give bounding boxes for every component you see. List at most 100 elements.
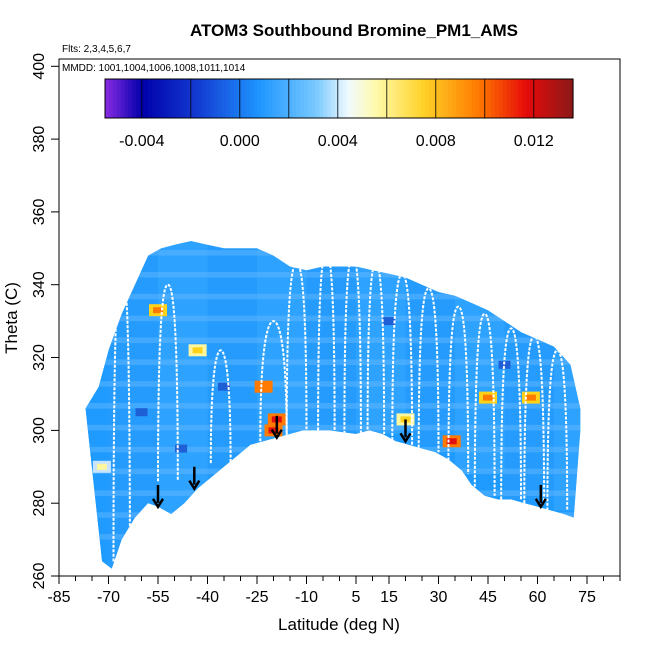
colorbar-segment bbox=[498, 79, 504, 118]
colorbar-segment bbox=[190, 79, 196, 118]
colorbar-segment bbox=[444, 79, 449, 118]
colorbar-tick-label: 0.000 bbox=[220, 133, 260, 150]
colorbar-segment bbox=[128, 79, 133, 118]
colorbar-segment bbox=[159, 79, 165, 118]
heatmap-row-band bbox=[85, 403, 581, 409]
colorbar-segment bbox=[545, 79, 551, 118]
heatmap-cell-low bbox=[175, 444, 188, 453]
x-tick-label: -85 bbox=[47, 589, 70, 606]
flight-profile-line bbox=[473, 312, 496, 496]
colorbar-segment bbox=[479, 79, 484, 118]
x-tick-label: 45 bbox=[479, 589, 497, 606]
colorbar-segment bbox=[381, 79, 387, 118]
colorbar-segment bbox=[311, 79, 317, 118]
colorbar-segment bbox=[108, 79, 114, 118]
colorbar-frame bbox=[104, 78, 574, 119]
flight-profile-line bbox=[500, 327, 522, 500]
heatmap-column bbox=[455, 241, 505, 471]
colorbar-tick-label: 0.008 bbox=[416, 133, 456, 150]
colorbar-segment bbox=[186, 79, 192, 118]
colorbar-segment bbox=[245, 79, 250, 118]
colorbar-segment bbox=[350, 79, 356, 118]
colorbar-segment bbox=[432, 79, 438, 118]
colorbar-segment bbox=[276, 79, 282, 118]
colorbar-segment bbox=[155, 79, 161, 118]
heatmap-column bbox=[504, 241, 554, 500]
x-tick-label: -25 bbox=[245, 589, 268, 606]
colorbar-segment bbox=[144, 79, 149, 118]
colorbar-segment bbox=[272, 79, 278, 118]
colorbar-segment bbox=[292, 79, 297, 118]
heatmap-row-band bbox=[85, 424, 581, 431]
colorbar-segment bbox=[459, 79, 465, 118]
colorbar-segment bbox=[167, 79, 172, 118]
x-axis: -85 -70 -55 -40 -25 -10 5 15 30 45 60 75 bbox=[47, 576, 621, 606]
heatmap-row-band bbox=[85, 272, 581, 278]
x-tick-label: -70 bbox=[97, 589, 120, 606]
colorbar-segment bbox=[132, 79, 137, 118]
colorbar-segment bbox=[147, 79, 153, 118]
colorbar-segment bbox=[405, 79, 410, 118]
colorbar-segment bbox=[323, 79, 328, 118]
chart-title: ATOM3 Southbound Bromine_PM1_AMS bbox=[190, 21, 518, 40]
colorbar-segment bbox=[506, 79, 512, 118]
colorbar-segment bbox=[225, 79, 231, 118]
x-tick-label: -10 bbox=[295, 589, 318, 606]
colorbar-segment bbox=[268, 79, 274, 118]
colorbar-segment bbox=[264, 79, 270, 118]
flight-profile-line bbox=[112, 265, 131, 562]
colorbar-segment bbox=[233, 79, 239, 118]
heatmap-column bbox=[306, 241, 356, 435]
flight-profile-line bbox=[343, 254, 362, 435]
dates-note: MMDD: 1001,1004,1006,1008,1011,1014 bbox=[62, 63, 246, 74]
colorbar-segment bbox=[241, 79, 246, 118]
colorbar-segment bbox=[522, 79, 527, 118]
y-tick-label: 300 bbox=[31, 417, 48, 444]
colorbar-segment bbox=[280, 79, 285, 118]
heatmap-row-band bbox=[85, 293, 581, 300]
colorbar-tick-label: 0.012 bbox=[514, 133, 554, 150]
colorbar-segment bbox=[300, 79, 305, 118]
x-tick-label: 75 bbox=[578, 589, 596, 606]
colorbar-segment bbox=[417, 79, 422, 118]
heatmap-cell-peak bbox=[96, 463, 107, 470]
colorbar-segment bbox=[436, 79, 441, 118]
heatmap-column bbox=[207, 241, 257, 482]
colorbar-tick-label: -0.004 bbox=[119, 133, 164, 150]
colorbar-segment bbox=[471, 79, 477, 118]
x-axis-label: Latitude (deg N) bbox=[278, 615, 400, 634]
colorbar-segment bbox=[475, 79, 480, 118]
colorbar-segment bbox=[553, 79, 558, 118]
colorbar-segment bbox=[401, 79, 406, 118]
heatmap-cell-peak bbox=[400, 416, 411, 423]
heatmap-row-band bbox=[85, 315, 581, 322]
x-tick-label: 30 bbox=[430, 589, 448, 606]
colorbar-segment bbox=[151, 79, 157, 118]
colorbar-segment bbox=[569, 79, 574, 118]
colorbar-segment bbox=[257, 79, 262, 118]
heatmap-column bbox=[158, 241, 208, 518]
colorbar-segment bbox=[514, 79, 519, 118]
flight-profile-line bbox=[259, 320, 288, 442]
colorbar-segment bbox=[315, 79, 321, 118]
colorbar-segment bbox=[385, 79, 391, 118]
colorbar-segment bbox=[495, 79, 500, 118]
colorbar-segment bbox=[491, 79, 496, 118]
colorbar-segment bbox=[549, 79, 555, 118]
y-tick-label: 340 bbox=[31, 271, 48, 298]
y-axis-label: Theta (C) bbox=[2, 282, 21, 354]
colorbar-segment bbox=[202, 79, 207, 118]
colorbar-segment bbox=[229, 79, 235, 118]
arrow-layer bbox=[151, 415, 547, 510]
colorbar-segment bbox=[124, 79, 129, 118]
colorbar-segment bbox=[342, 79, 348, 118]
colorbar-segment bbox=[120, 79, 126, 118]
descent-arrow bbox=[188, 466, 201, 491]
colorbar-segment bbox=[487, 79, 492, 118]
colorbar-segment bbox=[288, 79, 293, 118]
colorbar-segment bbox=[483, 79, 488, 118]
descent-arrow bbox=[534, 484, 547, 510]
x-tick-label: 60 bbox=[529, 589, 547, 606]
colorbar-segment bbox=[358, 79, 363, 118]
